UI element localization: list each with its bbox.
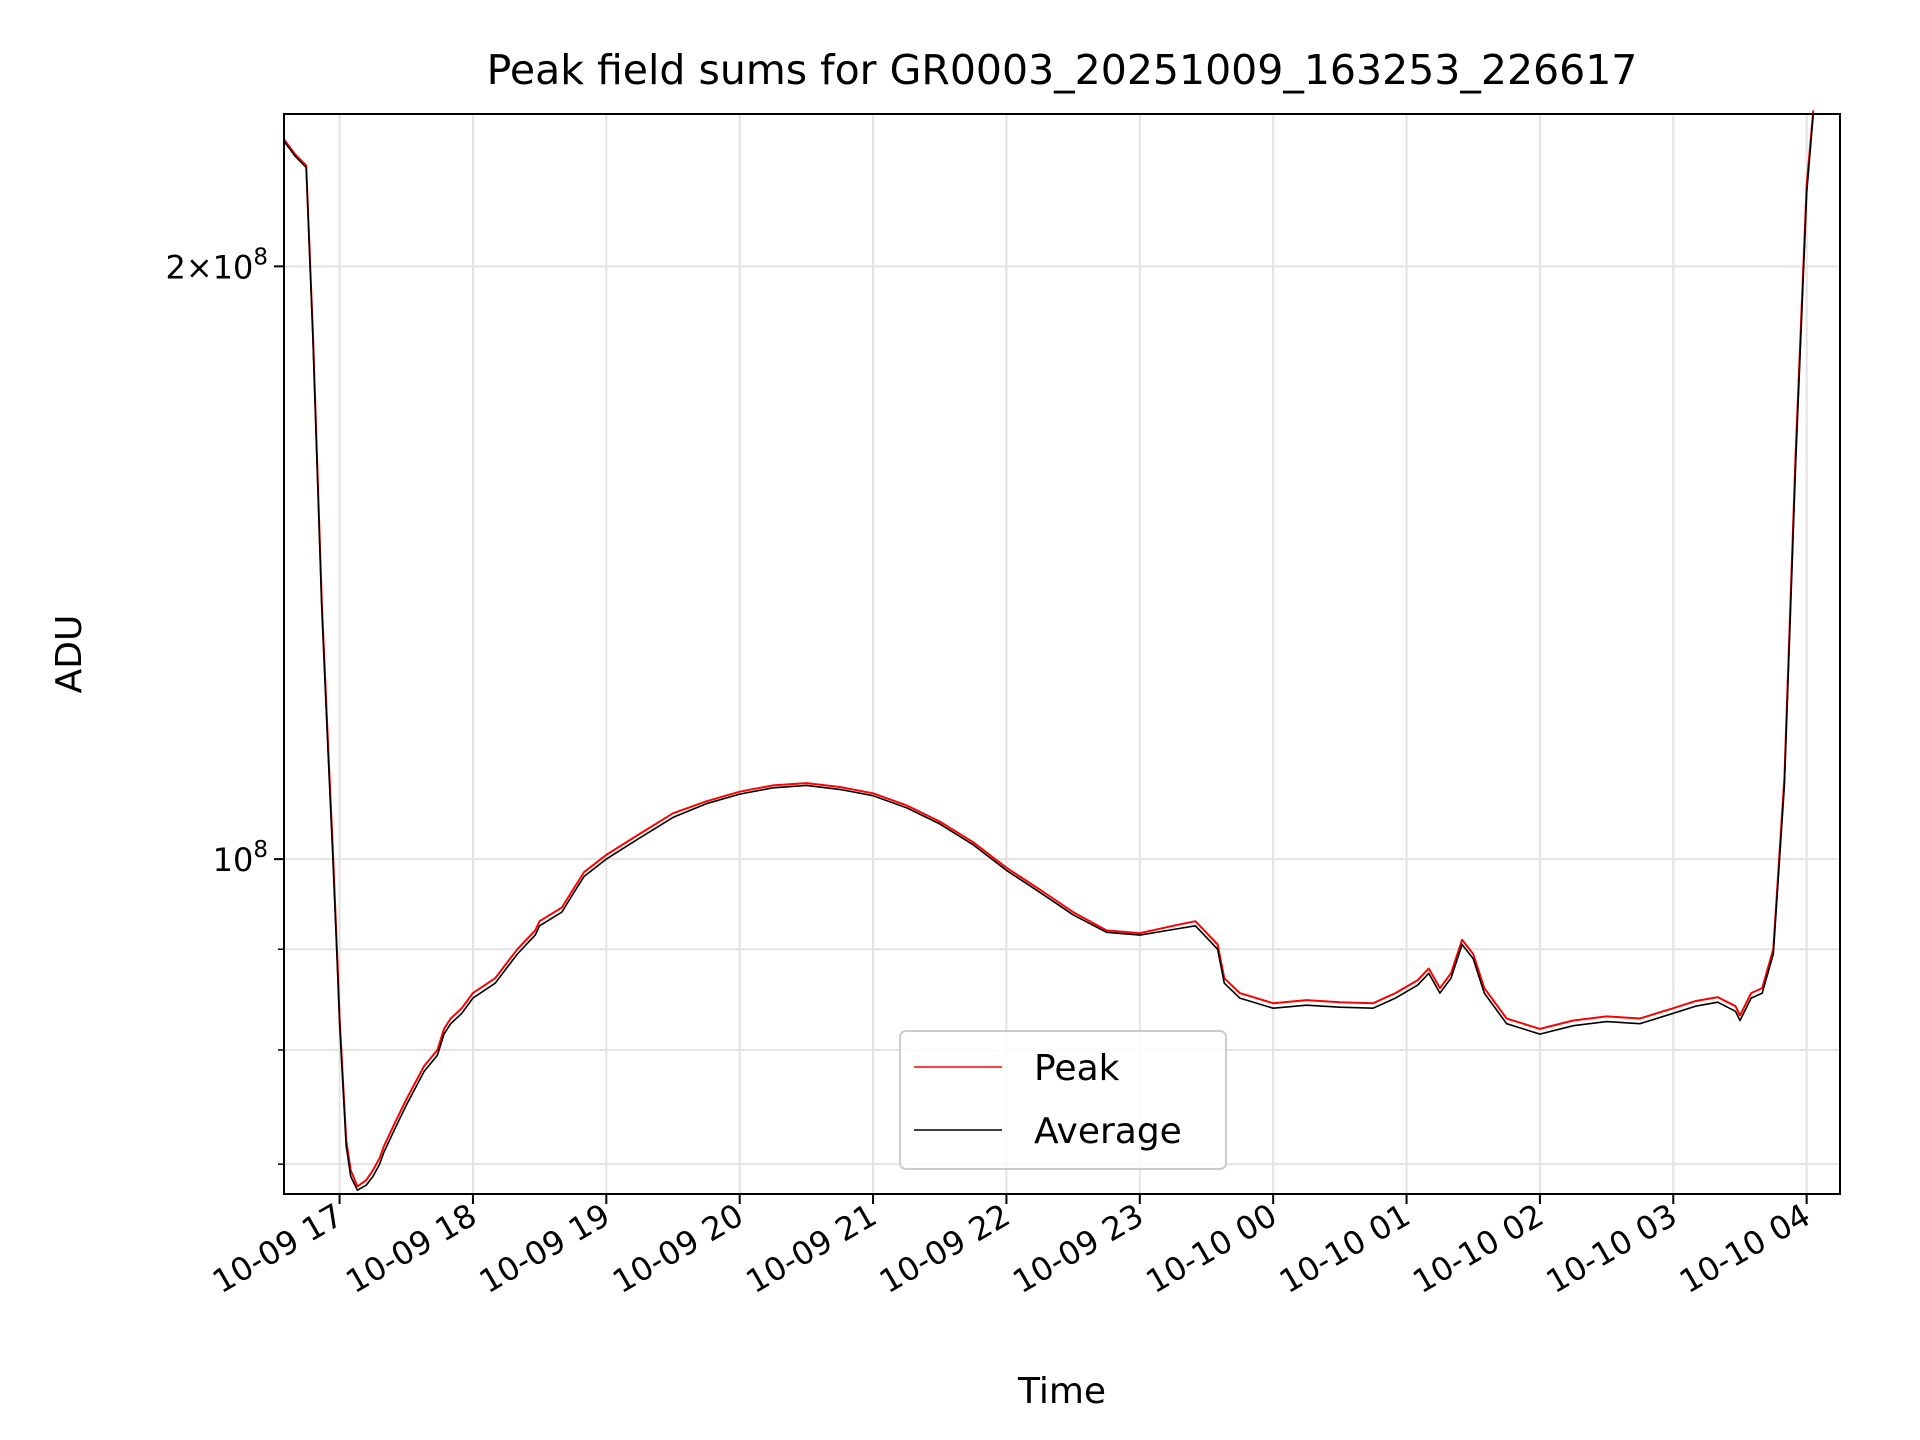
plot-frame (283, 113, 1841, 1195)
legend-label-average: Average (1034, 1111, 1182, 1152)
x-axis-label: Time (1017, 1371, 1106, 1412)
series-line-average (283, 113, 1815, 1191)
y-tick-label: 2×108 (165, 244, 268, 286)
legend-label-peak: Peak (1034, 1048, 1120, 1089)
series-layer (283, 110, 1815, 1191)
legend-box (899, 1030, 1227, 1170)
chart-title: Peak field sums for GR0003_20251009_1632… (487, 46, 1638, 94)
y-axis-label: ADU (49, 615, 90, 694)
legend: Peak Average (899, 1030, 1227, 1170)
series-line-peak (283, 110, 1815, 1188)
